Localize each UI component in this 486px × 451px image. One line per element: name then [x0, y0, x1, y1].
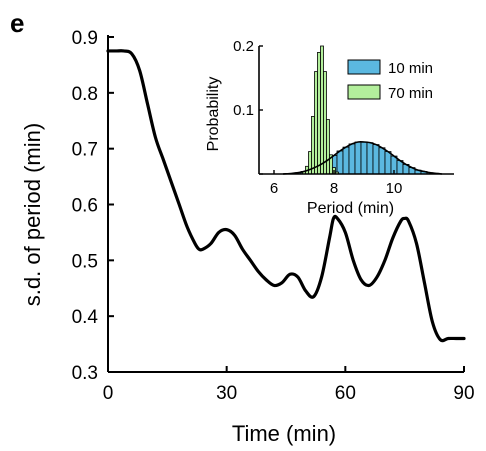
y-tick-label: 0.4: [72, 307, 99, 328]
legend-swatch: [347, 84, 381, 100]
panel-label: e: [10, 8, 24, 38]
inset-x-tick-label: 6: [270, 180, 278, 197]
main-series: [106, 49, 466, 343]
series-line: [106, 49, 466, 343]
histogram-bar: [314, 71, 318, 175]
x-axis-label: Time (min): [232, 421, 336, 446]
histogram-bar: [317, 52, 321, 175]
distribution-curve: [282, 141, 443, 175]
histogram-bar: [354, 141, 362, 175]
y-axis-label: s.d. of period (min): [20, 123, 45, 306]
inset-y-tick-label: 0.1: [233, 102, 254, 119]
inset-y-axis-label: Probability: [205, 77, 222, 152]
inset-x-tick-label: 8: [330, 180, 338, 197]
histogram-bar: [366, 142, 374, 175]
y-tick-label: 0.7: [72, 140, 98, 161]
histogram-bar: [360, 141, 368, 175]
x-tick-label: 90: [453, 383, 474, 404]
histogram-bar: [336, 150, 344, 175]
y-tick-label: 0.6: [72, 196, 98, 217]
y-tick-label: 0.3: [72, 363, 98, 384]
legend-swatch: [347, 59, 381, 75]
histogram-bar: [384, 151, 392, 175]
inset-x-tick-label: 10: [386, 180, 403, 197]
histogram-bar: [323, 71, 327, 175]
main-ticks: 0 30 60 90 0.3 0.4 0.5 0.6 0.7 0.8 0.9: [72, 28, 475, 404]
histogram-bar: [326, 119, 330, 175]
histogram-bar: [372, 144, 380, 175]
histogram-bar: [342, 146, 350, 175]
main-chart: 0 30 60 900.30.40.50.60.70.80.9 Time (min) …: [20, 28, 475, 446]
x-tick-label: 60: [335, 383, 356, 404]
inset-x-axis-label: Period (min): [307, 200, 394, 217]
y-tick-label: 0.8: [72, 84, 98, 105]
histogram-bar: [348, 143, 356, 175]
x-tick-label: 0: [103, 383, 114, 404]
x-tick-label: 30: [216, 383, 237, 404]
histogram-bar: [378, 147, 386, 175]
y-tick-label: 0.9: [72, 28, 98, 49]
histogram-bar: [311, 116, 315, 175]
inset-chart: 6 8 10 0.1 0.2 10 min 70 min Period (min) Pro…: [205, 38, 454, 217]
inset-y-tick-label: 0.2: [233, 38, 254, 55]
inset-ticks: 6 8 10 0.1 0.2: [233, 38, 402, 197]
inset-legend: 10 min 70 min: [347, 59, 433, 102]
legend-label: 10 min: [388, 60, 433, 77]
legend-label: 70 min: [388, 85, 433, 102]
y-tick-label: 0.5: [72, 251, 98, 272]
histogram-bar: [320, 45, 324, 175]
